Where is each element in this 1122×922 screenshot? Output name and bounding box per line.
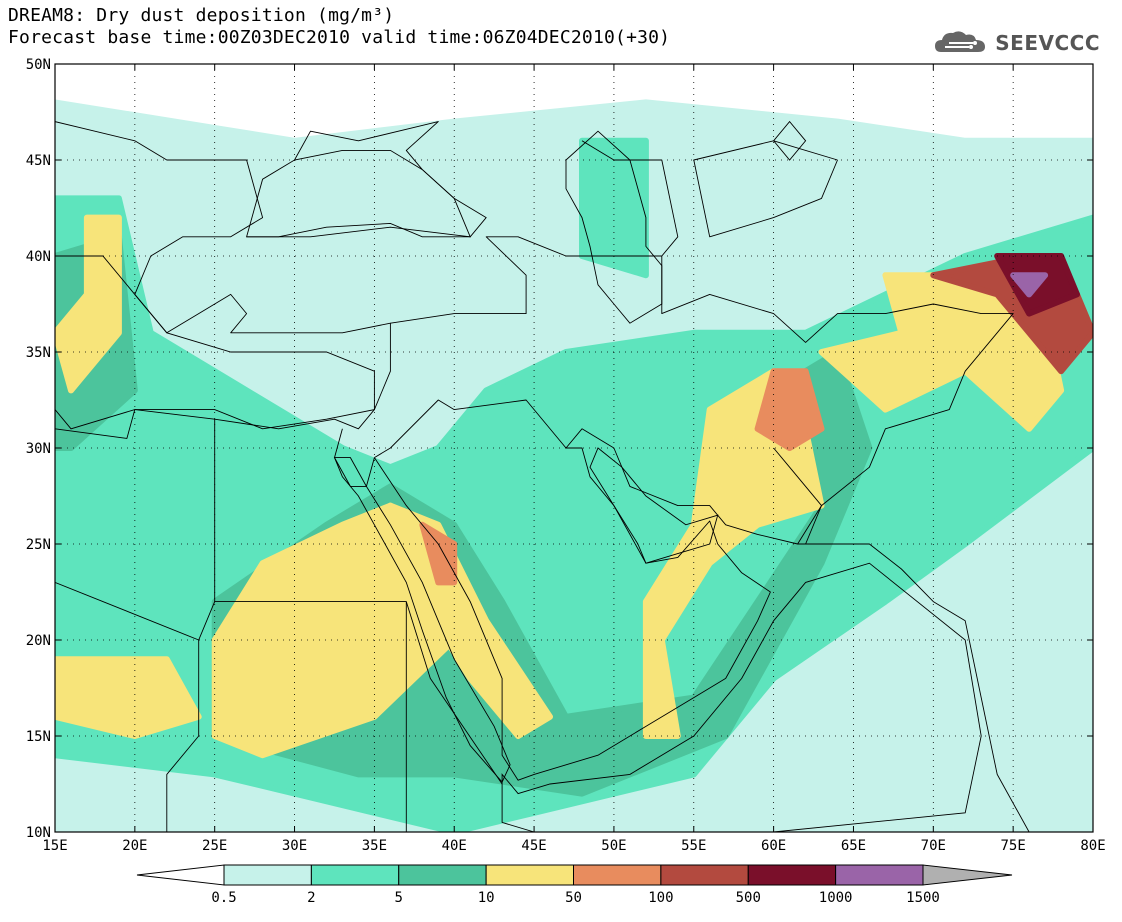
- lat-tick-label: 30N: [26, 441, 51, 457]
- lon-tick-label: 15E: [42, 838, 67, 854]
- country-border: [581, 140, 679, 257]
- colorbar-level-label: 2: [307, 890, 315, 906]
- lon-tick-label: 35E: [362, 838, 387, 854]
- lon-tick-label: 75E: [1001, 838, 1026, 854]
- colorbar-box: [573, 864, 662, 886]
- lon-tick-label: 20E: [122, 838, 147, 854]
- lon-tick-label: 60E: [761, 838, 786, 854]
- colorbar-level-label: 1500: [906, 890, 940, 906]
- colorbar-level-label: 5: [395, 890, 403, 906]
- colorbar-level-label: 50: [565, 890, 582, 906]
- map-area: [55, 64, 1093, 832]
- lon-tick-label: 40E: [442, 838, 467, 854]
- colorbar-under-triangle: [136, 864, 225, 886]
- lon-tick-label: 50E: [601, 838, 626, 854]
- dust-region-level-4: [642, 368, 825, 739]
- country-border: [246, 121, 487, 238]
- country-border: [166, 601, 216, 832]
- colorbar-level-label: 0.5: [211, 890, 236, 906]
- colorbar-box: [747, 864, 837, 886]
- colorbar-level-label: 100: [648, 890, 673, 906]
- dust-region-level-5: [419, 521, 458, 586]
- colorbar-box: [835, 864, 924, 886]
- country-border: [390, 236, 1014, 545]
- country-border: [55, 581, 199, 641]
- colorbar-box: [485, 864, 574, 886]
- gridlines: [55, 64, 1093, 832]
- colorbar-level-label: 1000: [819, 890, 853, 906]
- country-border: [334, 428, 375, 487]
- lon-tick-label: 55E: [681, 838, 706, 854]
- colorbar-box: [398, 864, 487, 886]
- lat-tick-label: 25N: [26, 537, 51, 553]
- colorbar-box: [660, 864, 749, 886]
- cloud-icon: [935, 31, 986, 52]
- lat-tick-label: 50N: [26, 57, 51, 73]
- lon-tick-label: 70E: [921, 838, 946, 854]
- lat-tick-label: 10N: [26, 825, 51, 841]
- logo-text: SEEVCCC: [995, 31, 1100, 55]
- country-border: [55, 121, 391, 439]
- lon-tick-label: 25E: [202, 838, 227, 854]
- lon-tick-label: 30E: [282, 838, 307, 854]
- coastline: [565, 130, 663, 324]
- country-border: [773, 447, 822, 545]
- coastline: [773, 120, 807, 161]
- country-border: [565, 428, 1030, 832]
- lat-tick-label: 40N: [26, 249, 51, 265]
- dust-region-level-4: [55, 656, 202, 739]
- lat-tick-label: 15N: [26, 729, 51, 745]
- axis-ticks: 15E 20E 25E 30E 35E 40E 45E 50E 55E 60E 65E 70E 75E 8…: [26, 57, 1106, 854]
- lon-tick-label: 45E: [521, 838, 546, 854]
- chart-title: DREAM8: Dry dust deposition (mg/m³): [8, 5, 395, 26]
- coastline: [501, 562, 982, 832]
- lon-tick-label: 65E: [841, 838, 866, 854]
- seevccc-logo: SEEVCCC: [933, 28, 1100, 58]
- dust-region-level-4: [55, 214, 122, 394]
- dust-region-level-8: [1010, 272, 1049, 298]
- coastline: [333, 457, 511, 783]
- lat-tick-label: 35N: [26, 345, 51, 361]
- country-border: [374, 399, 771, 781]
- dust-layer: [55, 99, 1093, 832]
- lon-tick-label: 80E: [1080, 838, 1105, 854]
- country-border: [693, 140, 838, 238]
- dust-region-level-5: [754, 368, 825, 451]
- colorbar-level-label: 500: [736, 890, 761, 906]
- lat-tick-label: 45N: [26, 153, 51, 169]
- colorbar-over-triangle: [922, 864, 1013, 886]
- colorbar-level-label: 10: [478, 890, 495, 906]
- chart-subtitle: Forecast base time:00Z03DEC2010 valid ti…: [8, 27, 671, 48]
- colorbar-box: [223, 864, 312, 886]
- country-borders: [55, 121, 1030, 832]
- lat-tick-label: 20N: [26, 633, 51, 649]
- colorbar-box: [310, 864, 400, 886]
- colorbar: 0.5 2 5 10 50 100 500 1000 1500: [136, 864, 1013, 906]
